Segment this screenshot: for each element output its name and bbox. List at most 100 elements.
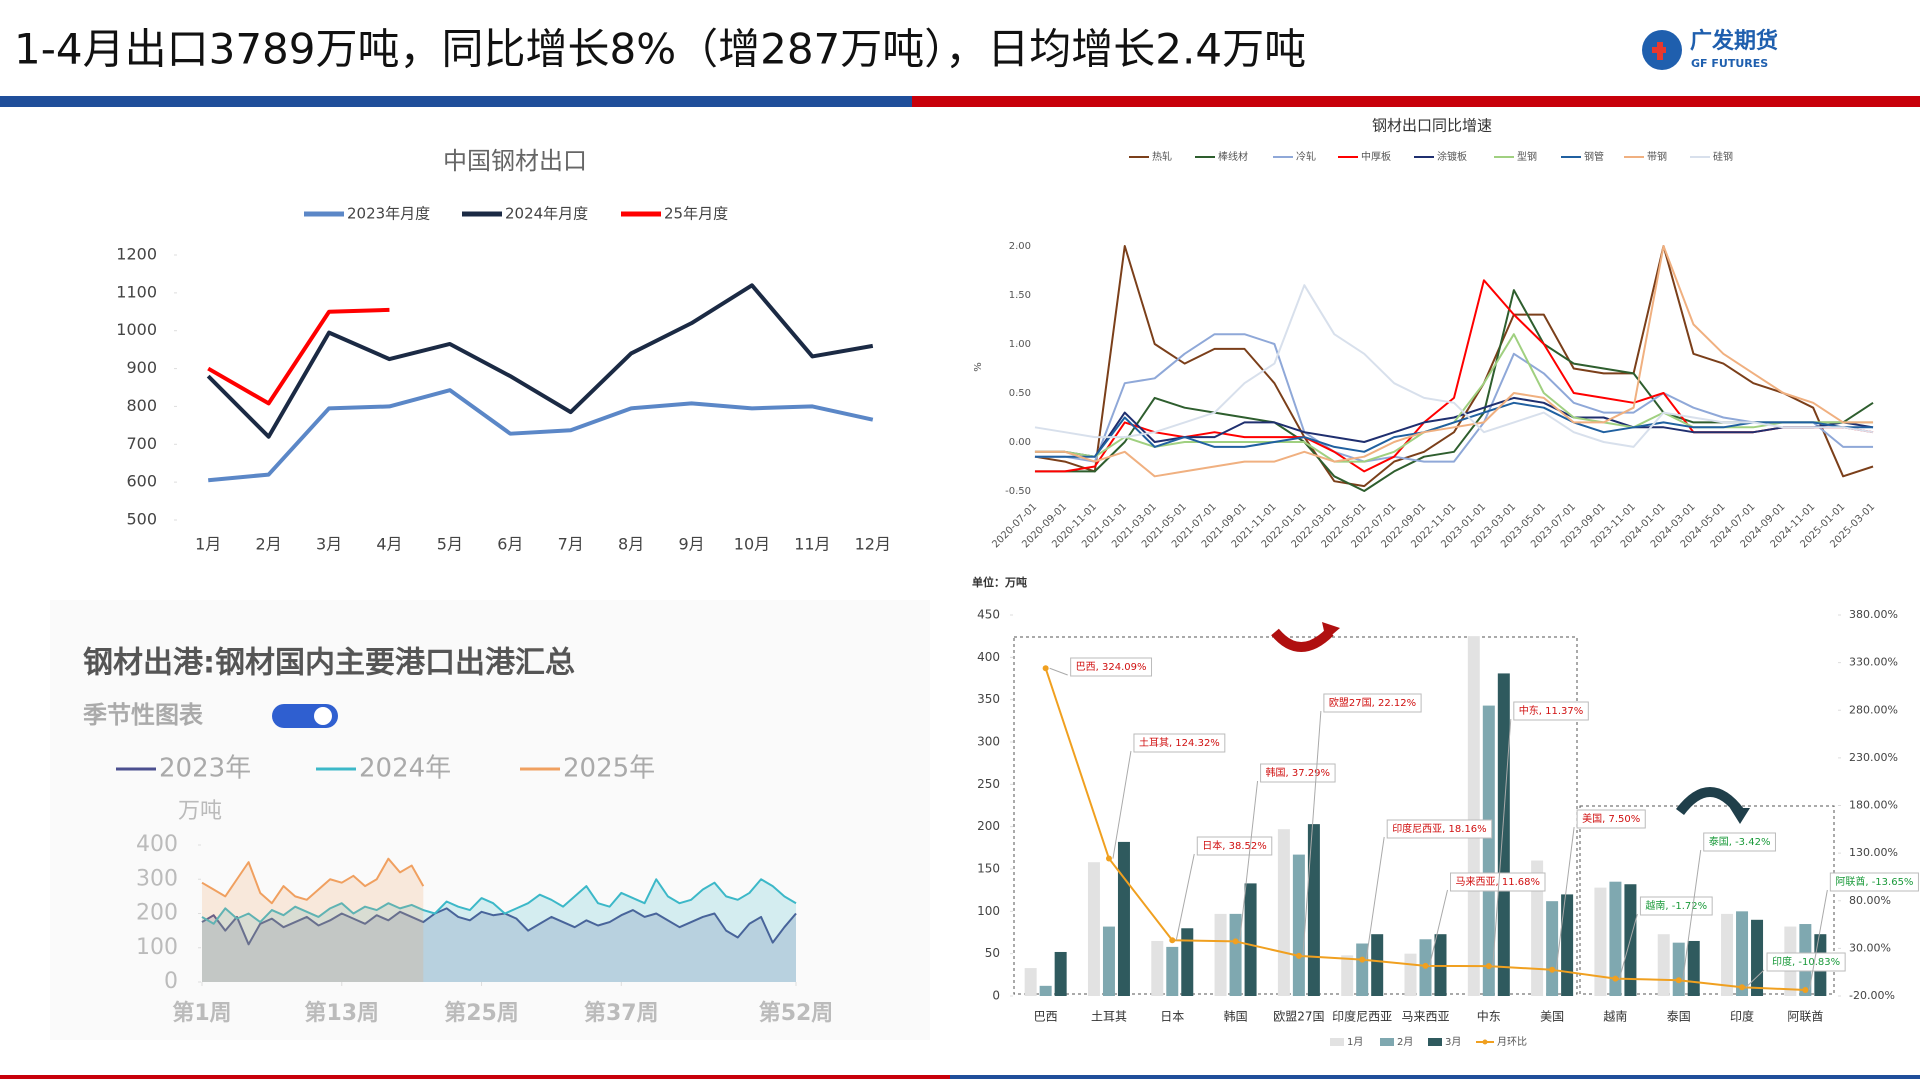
data-label: 印度, -10.83%	[1772, 955, 1840, 968]
leader-line	[1682, 849, 1702, 981]
line	[1034, 279, 1874, 473]
point	[1739, 984, 1746, 991]
y-tick-label: 450	[977, 608, 1000, 622]
leader-line	[1112, 750, 1132, 859]
data-label-box	[1070, 657, 1153, 677]
slide-title: 1-4月出口3789万吨，同比增长8%（增287万吨），日均增长2.4万吨	[14, 25, 1306, 74]
x-tick-label: 土耳其	[1091, 1010, 1127, 1024]
bar	[1054, 951, 1067, 996]
line	[1034, 333, 1874, 463]
y-tick-label: 280.00%	[1849, 703, 1898, 716]
line	[1034, 401, 1874, 458]
bar	[1039, 985, 1052, 996]
x-tick-label: 巴西	[1034, 1010, 1058, 1024]
leader-line	[1555, 826, 1575, 970]
bar	[1214, 913, 1227, 996]
y-axis-label: 万吨	[178, 799, 222, 824]
chart-title: 钢材出港:钢材国内主要港口出港汇总	[83, 646, 575, 681]
data-label-box	[1450, 872, 1546, 892]
x-tick-label: 马来西亚	[1401, 1010, 1449, 1024]
line	[1034, 284, 1874, 448]
bar	[1244, 883, 1257, 996]
legend-swatch	[1380, 1038, 1394, 1046]
y-tick-label: 200	[136, 901, 178, 926]
leader-line	[1745, 969, 1765, 988]
bar	[1166, 946, 1179, 996]
point	[1105, 855, 1112, 862]
x-tick-label: 第13周	[304, 1000, 379, 1026]
data-label-box	[1639, 896, 1713, 916]
x-tick-label: 泰国	[1667, 1010, 1691, 1024]
legend-label: 2024年月度	[505, 205, 588, 223]
y-tick-label: 1.50	[1009, 290, 1031, 301]
group-box-2	[1579, 805, 1835, 995]
point	[1042, 665, 1049, 672]
data-label-box	[1703, 832, 1776, 852]
y-tick-label: 1200	[116, 245, 157, 264]
bar	[1356, 943, 1369, 996]
y-tick-label: 600	[126, 472, 157, 491]
data-label-box	[1196, 836, 1273, 856]
point	[1485, 963, 1492, 970]
y-tick-label: 900	[126, 358, 157, 377]
bar	[1117, 841, 1130, 996]
x-tick-label: 日本	[1160, 1010, 1184, 1024]
y-tick-label: 0	[164, 969, 178, 994]
x-tick-label: 9月	[678, 535, 704, 554]
area	[202, 858, 424, 982]
bar	[1657, 934, 1670, 996]
arrow-up-head	[1322, 622, 1340, 640]
arrow-down	[1676, 787, 1744, 816]
chart-title: 中国钢材出口	[443, 147, 587, 175]
chart-subtitle: 季节性图表	[83, 701, 204, 729]
bar	[1277, 829, 1290, 996]
point	[1612, 975, 1619, 982]
x-tick-label: 12月	[855, 535, 891, 554]
y-tick-label: 180.00%	[1849, 799, 1898, 812]
legend-label: 2023年	[159, 754, 251, 784]
logo-text: 广发期货	[1690, 28, 1778, 54]
x-tick-label: 8月	[618, 535, 644, 554]
x-tick-label: 第52周	[759, 1000, 834, 1026]
x-tick-label: 7月	[558, 535, 584, 554]
footer-stripe-red	[0, 1075, 950, 1079]
legend-label: 1月	[1347, 1036, 1363, 1048]
data-label-box	[1323, 693, 1422, 713]
bar	[1229, 913, 1242, 996]
x-tick-label: 阿联酋	[1787, 1009, 1823, 1024]
point	[1232, 938, 1239, 945]
y-tick-label: 800	[126, 396, 157, 415]
x-tick-label: 5月	[437, 535, 463, 554]
x-tick-label: 越南	[1603, 1009, 1627, 1024]
data-label: 欧盟27国, 22.12%	[1329, 697, 1416, 709]
bar	[1531, 860, 1544, 996]
header-stripe-red	[912, 96, 1920, 107]
x-tick-label: 印度	[1730, 1009, 1754, 1024]
legend-label: 棒线材	[1218, 150, 1248, 163]
y-tick-label: 150	[977, 862, 1000, 876]
data-label: 土耳其, 124.32%	[1139, 736, 1220, 749]
leader-line	[1239, 780, 1259, 942]
x-tick-label: 1月	[195, 535, 221, 554]
data-label-box	[1133, 733, 1226, 753]
bar	[1561, 894, 1574, 996]
bar	[1307, 824, 1320, 996]
leader-line	[1175, 853, 1195, 941]
legend-label: 硅钢	[1713, 150, 1733, 163]
y-tick-label: 0.50	[1009, 388, 1031, 399]
x-tick-label: 第37周	[584, 1000, 659, 1026]
data-label-box	[1829, 872, 1919, 892]
bar	[1546, 901, 1559, 996]
y-tick-label: 230.00%	[1849, 751, 1898, 764]
legend-label: 涂镀板	[1437, 150, 1467, 163]
bar	[1467, 636, 1480, 996]
legend-label: 冷轧	[1296, 150, 1316, 163]
data-label: 美国, 7.50%	[1582, 812, 1640, 825]
legend-label: 月环比	[1497, 1036, 1527, 1048]
line	[201, 857, 425, 905]
bar	[1181, 928, 1194, 996]
y-tick-label: 1100	[116, 282, 157, 301]
bar	[1609, 881, 1622, 996]
